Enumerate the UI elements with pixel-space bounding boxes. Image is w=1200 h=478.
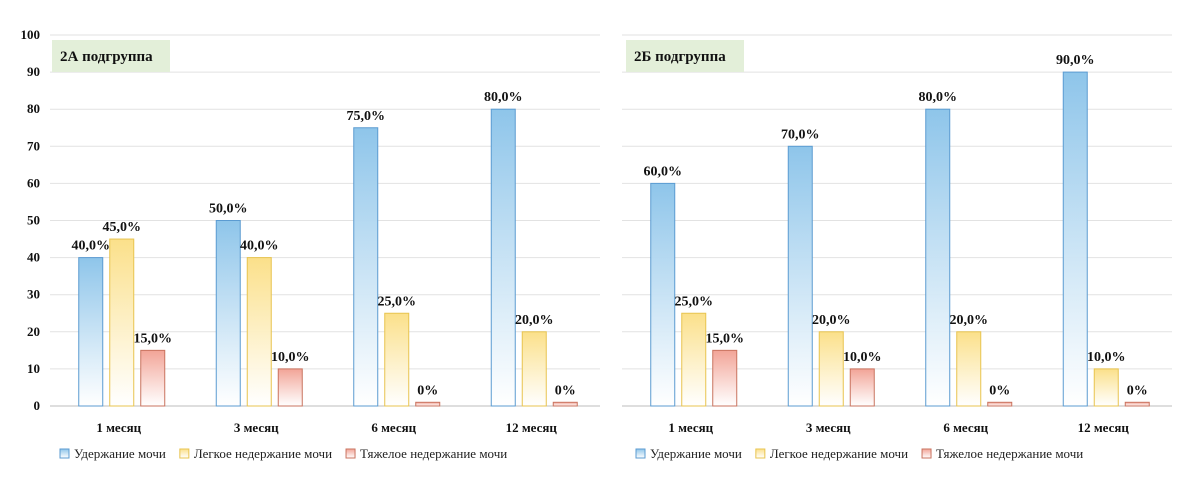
bar-mild bbox=[681, 312, 707, 407]
chart-panel-1: 0 10 20 30 40 50 60 70 80 90 100 2А подгруппа 40,0% 4… bbox=[21, 27, 600, 461]
bar-severe bbox=[1124, 401, 1150, 407]
x-tick-label: 12 месяц bbox=[1078, 420, 1130, 435]
y-tick-label: 20 bbox=[27, 324, 40, 339]
x-tick-label: 6 месяц bbox=[943, 420, 988, 435]
x-tick-label: 1 месяц bbox=[668, 420, 713, 435]
legend-swatch-retention bbox=[635, 448, 646, 459]
bar-retention bbox=[78, 257, 104, 407]
bar-severe bbox=[712, 349, 738, 407]
data-label: 90,0% bbox=[1056, 53, 1095, 68]
bar-retention bbox=[353, 127, 379, 407]
data-label: 15,0% bbox=[134, 331, 173, 346]
x-tick-label: 3 месяц bbox=[234, 420, 279, 435]
x-tick-label: 1 месяц bbox=[96, 420, 141, 435]
bar-retention bbox=[215, 220, 241, 407]
data-label: 80,0% bbox=[484, 90, 523, 105]
y-tick-label: 40 bbox=[27, 250, 40, 265]
legend-label: Удержание мочи bbox=[650, 446, 742, 461]
bar-retention bbox=[490, 108, 516, 407]
bar-severe bbox=[849, 368, 875, 407]
bar-severe bbox=[140, 349, 166, 407]
data-label: 50,0% bbox=[209, 202, 248, 217]
legend-swatch-mild bbox=[179, 448, 190, 459]
legend-label: Удержание мочи bbox=[74, 446, 166, 461]
legend-label: Тяжелое недержание мочи bbox=[360, 446, 507, 461]
y-tick-label: 100 bbox=[21, 27, 41, 42]
y-tick-label: 30 bbox=[27, 287, 40, 302]
y-tick-label: 60 bbox=[27, 175, 40, 190]
y-tick-label: 90 bbox=[27, 64, 40, 79]
data-label: 80,0% bbox=[919, 90, 958, 105]
y-tick-label: 0 bbox=[34, 398, 41, 413]
data-label: 45,0% bbox=[103, 220, 142, 235]
bar-severe bbox=[987, 401, 1013, 407]
x-tick-label: 3 месяц bbox=[806, 420, 851, 435]
y-tick-label: 70 bbox=[27, 138, 40, 153]
panel-title-box bbox=[52, 40, 170, 72]
data-label: 10,0% bbox=[843, 350, 882, 365]
bar-severe bbox=[552, 401, 578, 407]
legend-swatch-mild bbox=[755, 448, 766, 459]
panel-title: 2А подгруппа bbox=[60, 49, 153, 65]
data-label: 20,0% bbox=[515, 313, 554, 328]
bar-mild bbox=[818, 331, 844, 407]
panel-title-box bbox=[626, 40, 744, 72]
y-tick-label: 10 bbox=[27, 361, 40, 376]
data-label: 0% bbox=[417, 383, 438, 398]
bar-retention bbox=[925, 108, 951, 407]
legend-swatch-severe bbox=[921, 448, 932, 459]
legend-label: Легкое недержание мочи bbox=[770, 446, 908, 461]
panel-title: 2Б подгруппа bbox=[634, 49, 726, 65]
data-label: 20,0% bbox=[812, 313, 851, 328]
data-label: 0% bbox=[1127, 383, 1148, 398]
bar-mild bbox=[384, 312, 410, 407]
bar-mild bbox=[109, 238, 135, 407]
legend-swatch-severe bbox=[345, 448, 356, 459]
x-tick-label: 6 месяц bbox=[371, 420, 416, 435]
chart-panel-2: 2Б подгруппа 60,0% 25,0% 15,0% 1 месяц 70,0% 2… bbox=[622, 34, 1172, 461]
data-label: 20,0% bbox=[950, 313, 989, 328]
data-label: 40,0% bbox=[240, 239, 279, 254]
y-tick-label: 80 bbox=[27, 101, 40, 116]
bar-retention bbox=[650, 182, 676, 407]
data-label: 60,0% bbox=[644, 164, 683, 179]
bar-mild bbox=[956, 331, 982, 407]
data-label: 15,0% bbox=[706, 331, 745, 346]
legend-label: Легкое недержание мочи bbox=[194, 446, 332, 461]
data-label: 40,0% bbox=[72, 239, 111, 254]
data-label: 0% bbox=[989, 383, 1010, 398]
y-tick-label: 50 bbox=[27, 213, 40, 228]
data-label: 25,0% bbox=[378, 294, 417, 309]
legend-swatch-retention bbox=[59, 448, 70, 459]
bar-mild bbox=[246, 257, 272, 407]
data-label: 10,0% bbox=[1087, 350, 1126, 365]
legend-label: Тяжелое недержание мочи bbox=[936, 446, 1083, 461]
bar-mild bbox=[1093, 368, 1119, 407]
bar-retention bbox=[787, 145, 813, 407]
data-label: 25,0% bbox=[675, 294, 714, 309]
bar-mild bbox=[521, 331, 547, 407]
bar-severe bbox=[277, 368, 303, 407]
data-label: 10,0% bbox=[271, 350, 310, 365]
bar-retention bbox=[1062, 71, 1088, 407]
data-label: 75,0% bbox=[347, 109, 386, 124]
data-label: 70,0% bbox=[781, 127, 820, 142]
data-label: 0% bbox=[555, 383, 576, 398]
x-tick-label: 12 месяц bbox=[506, 420, 558, 435]
bar-severe bbox=[415, 401, 441, 407]
